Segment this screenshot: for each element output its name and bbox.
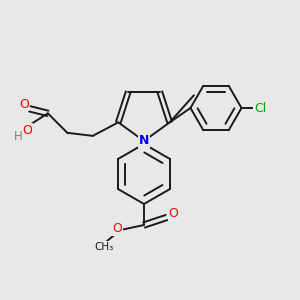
Text: H: H <box>14 130 22 143</box>
Text: N: N <box>139 134 149 148</box>
Text: O: O <box>22 124 32 137</box>
Text: CH₃: CH₃ <box>94 242 114 252</box>
Text: O: O <box>19 98 29 111</box>
Text: O: O <box>112 222 122 236</box>
Text: Cl: Cl <box>254 101 266 115</box>
Text: O: O <box>168 207 178 220</box>
